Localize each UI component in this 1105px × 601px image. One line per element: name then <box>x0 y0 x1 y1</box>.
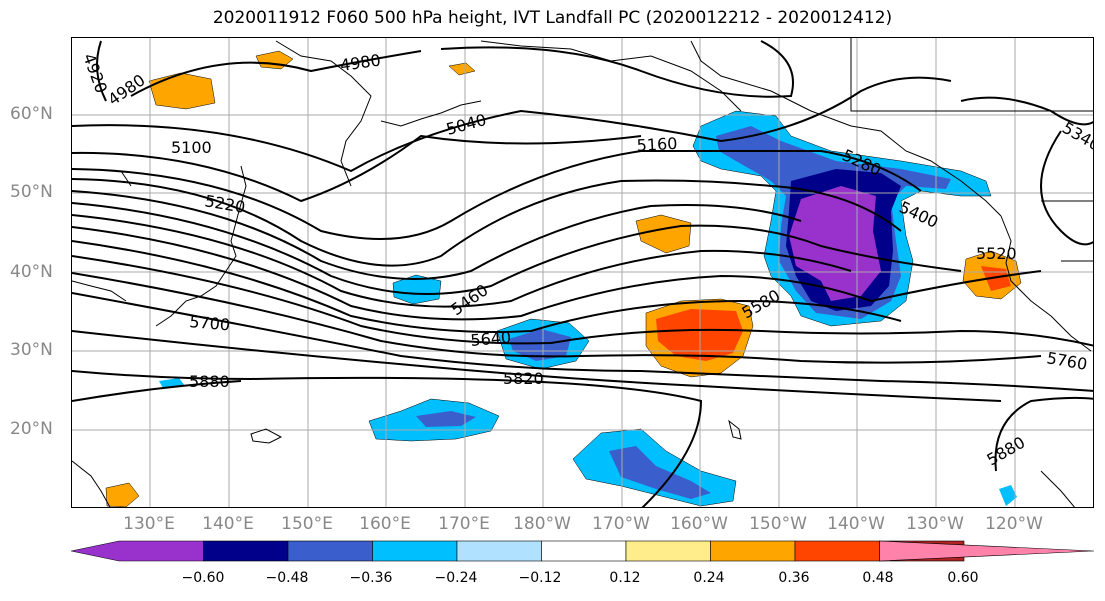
lon-label-130e: 130°E <box>123 514 175 534</box>
lon-label-170e: 170°E <box>438 514 490 534</box>
ivt-shading <box>105 50 1022 507</box>
graticule <box>72 38 1093 507</box>
colorbar-segment <box>794 540 880 562</box>
map-panel: 4920 4980 4980 5040 5100 5160 5220 5280 … <box>71 37 1094 508</box>
lon-label-120w: 120°W <box>985 514 1043 534</box>
lat-label-50n: 50°N <box>10 182 53 202</box>
lon-label-150w: 150°W <box>749 514 807 534</box>
colorbar-segment <box>287 540 373 562</box>
contour-label: 5100 <box>171 138 212 157</box>
lon-label-180w: 180°W <box>513 514 571 534</box>
contour-label: 4980 <box>104 70 148 109</box>
lon-label-170w: 170°W <box>592 514 650 534</box>
lat-label-40n: 40°N <box>10 262 53 282</box>
colorbar-tick: 0.48 <box>862 570 894 586</box>
contour-label: 5700 <box>189 312 231 334</box>
contour-label: 5640 <box>470 328 512 350</box>
map-title: 2020011912 F060 500 hPa height, IVT Land… <box>212 8 893 28</box>
lon-label-130w: 130°W <box>906 514 964 534</box>
contour-label: 5040 <box>444 110 488 139</box>
colorbar-segment <box>541 540 627 562</box>
colorbar-segment <box>372 540 458 562</box>
colorbar-tick: 0.12 <box>609 570 641 586</box>
lat-label-60n: 60°N <box>10 104 53 124</box>
contour-label: 5520 <box>976 244 1017 263</box>
colorbar-segment <box>456 540 542 562</box>
contour-label: 4980 <box>339 50 382 74</box>
colorbar-tick: −0.24 <box>434 570 478 586</box>
colorbar-tick: −0.12 <box>518 570 562 586</box>
contour-label: 5880 <box>984 433 1029 470</box>
lon-label-140w: 140°W <box>827 514 885 534</box>
colorbar-segment <box>71 540 204 562</box>
colorbar-segment <box>625 540 711 562</box>
contour-label: 5880 <box>189 372 230 391</box>
lon-label-150e: 150°E <box>281 514 333 534</box>
contour-label: 5820 <box>503 369 544 388</box>
colorbar-segment <box>879 540 1094 562</box>
colorbar-tick: 0.60 <box>947 570 979 586</box>
colorbar-tick: 0.36 <box>778 570 810 586</box>
height-contours <box>72 40 1093 507</box>
coastlines <box>72 38 1093 507</box>
lon-label-160e: 160°E <box>359 514 411 534</box>
lon-label-160w: 160°W <box>670 514 728 534</box>
lat-label-20n: 20°N <box>10 419 53 439</box>
colorbar-tick: 0.24 <box>693 570 725 586</box>
contour-label: 5760 <box>1045 348 1088 374</box>
colorbar-segment <box>203 540 289 562</box>
lon-label-140e: 140°E <box>202 514 254 534</box>
colorbar-tick: −0.48 <box>265 570 309 586</box>
colorbar <box>71 540 1094 562</box>
colorbar-tick: −0.36 <box>349 570 393 586</box>
colorbar-segment <box>710 540 796 562</box>
contour-label: 5460 <box>447 280 491 319</box>
lat-label-30n: 30°N <box>10 340 53 360</box>
contour-label: 5160 <box>636 134 678 155</box>
contour-label: 4920 <box>79 51 111 96</box>
contour-label: 5580 <box>739 286 784 323</box>
colorbar-tick: −0.60 <box>181 570 225 586</box>
